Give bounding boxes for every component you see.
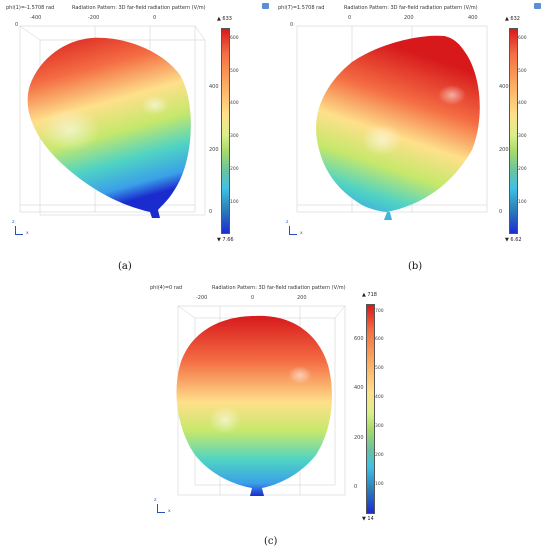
parameter-label: phi(7)=1.5708 rad bbox=[278, 5, 325, 11]
colorbar-min: ▼ 6.62 bbox=[505, 237, 522, 243]
triad-x-label: x bbox=[168, 509, 171, 514]
plot-title: Radiation Pattern: 3D far-field radiatio… bbox=[72, 5, 206, 11]
panel-b: phi(7)=1.5708 rad Radiation Pattern: 3D … bbox=[272, 0, 542, 250]
x-tick: -200 bbox=[196, 295, 208, 301]
highlight bbox=[40, 108, 100, 152]
triad-x-label: x bbox=[300, 231, 303, 236]
axis-triad: z x bbox=[12, 220, 29, 236]
caption-a: (a) bbox=[118, 261, 132, 272]
colorbar-tick: 600 bbox=[230, 36, 239, 41]
colorbar-tick: 400 bbox=[518, 101, 527, 106]
plot-title: Radiation Pattern: 3D far-field radiatio… bbox=[212, 285, 346, 291]
colorbar-tick: 100 bbox=[518, 200, 527, 205]
x-tick: -400 bbox=[30, 15, 42, 21]
colorbar-tick: 100 bbox=[230, 200, 239, 205]
highlight bbox=[288, 366, 312, 384]
axis-triad: z x bbox=[286, 220, 303, 236]
radiation-lobe-b bbox=[316, 35, 480, 221]
caption-b: (b) bbox=[408, 261, 423, 272]
z-tick: 400 bbox=[354, 385, 364, 391]
radiation-plot-a bbox=[19, 25, 206, 219]
colorbar-min: ▼ 14 bbox=[362, 516, 374, 522]
colorbar-tick: 400 bbox=[375, 395, 384, 400]
radiation-plot-b bbox=[296, 25, 488, 221]
highlight bbox=[209, 406, 241, 434]
colorbar bbox=[509, 28, 518, 234]
z-tick: 0 bbox=[499, 209, 503, 215]
axis-triad: z x bbox=[154, 498, 171, 514]
colorbar-tick: 600 bbox=[375, 337, 384, 342]
z-tick: 0 bbox=[209, 209, 213, 215]
camera-icon[interactable] bbox=[262, 3, 269, 9]
z-tick: 200 bbox=[354, 435, 364, 441]
colorbar-tick: 500 bbox=[518, 69, 527, 74]
colorbar-tick: 700 bbox=[375, 309, 384, 314]
colorbar bbox=[366, 304, 375, 514]
x-edge-tick: 0 bbox=[290, 22, 294, 28]
x-tick: 200 bbox=[297, 295, 307, 301]
colorbar-tick: 100 bbox=[375, 482, 384, 487]
z-tick: 400 bbox=[499, 84, 509, 90]
triad-z-label: z bbox=[286, 220, 289, 225]
colorbar-tick: 600 bbox=[518, 36, 527, 41]
colorbar-tick: 300 bbox=[375, 424, 384, 429]
x-tick: 200 bbox=[404, 15, 414, 21]
z-tick: 200 bbox=[499, 147, 509, 153]
colorbar-tick: 300 bbox=[518, 134, 527, 139]
panel-a: phi(1)=-1.5708 rad Radiation Pattern: 3D… bbox=[0, 0, 270, 250]
parameter-label: phi(4)=0 rad bbox=[150, 285, 183, 291]
triad-z-label: z bbox=[12, 220, 15, 225]
highlight bbox=[362, 124, 402, 156]
panel-c: phi(4)=0 rad Radiation Pattern: 3D far-f… bbox=[140, 280, 410, 530]
parameter-label: phi(1)=-1.5708 rad bbox=[6, 5, 55, 11]
colorbar-tick: 300 bbox=[230, 134, 239, 139]
colorbar-tick: 500 bbox=[375, 366, 384, 371]
grid-box bbox=[19, 25, 206, 216]
z-tick: 400 bbox=[209, 84, 219, 90]
colorbar-tick: 200 bbox=[375, 453, 384, 458]
x-tick: -200 bbox=[88, 15, 100, 21]
camera-icon[interactable] bbox=[534, 3, 541, 9]
colorbar-max: ▲ 718 bbox=[362, 292, 377, 298]
radiation-plot-c bbox=[176, 305, 346, 496]
x-tick: 0 bbox=[251, 295, 255, 301]
colorbar-tick: 200 bbox=[230, 167, 239, 172]
colorbar-tick: 500 bbox=[230, 69, 239, 74]
colorbar-max: ▲ 633 bbox=[217, 16, 232, 22]
radiation-lobe-c bbox=[176, 315, 332, 496]
radiation-lobe-a bbox=[27, 37, 191, 219]
x-edge-tick: 0 bbox=[15, 22, 19, 28]
colorbar-min: ▼ 7.66 bbox=[217, 237, 234, 243]
highlight bbox=[141, 95, 169, 115]
colorbar-tick: 400 bbox=[230, 101, 239, 106]
x-tick: 0 bbox=[153, 15, 157, 21]
z-tick: 600 bbox=[354, 336, 364, 342]
plot-title: Radiation Pattern: 3D far-field radiatio… bbox=[344, 5, 478, 11]
x-tick: 0 bbox=[348, 15, 352, 21]
z-tick: 0 bbox=[354, 484, 358, 490]
colorbar bbox=[221, 28, 230, 234]
x-tick: 400 bbox=[468, 15, 478, 21]
caption-c: (c) bbox=[264, 536, 278, 547]
z-tick: 200 bbox=[209, 147, 219, 153]
highlight bbox=[438, 85, 466, 105]
triad-z-label: z bbox=[154, 498, 157, 503]
colorbar-max: ▲ 632 bbox=[505, 16, 520, 22]
triad-x-label: x bbox=[26, 231, 29, 236]
colorbar-tick: 200 bbox=[518, 167, 527, 172]
